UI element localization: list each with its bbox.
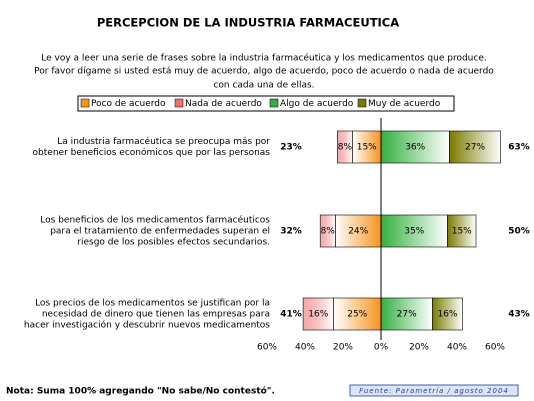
- x-tick-label: 40%: [447, 343, 467, 353]
- legend-label: Algo de acuerdo: [280, 99, 354, 109]
- bar-segment: [352, 130, 382, 164]
- x-tick-label: 60%: [257, 343, 277, 353]
- x-tick-label: 60%: [485, 343, 505, 353]
- value-label: 36%: [405, 143, 425, 153]
- bar-segment: [449, 130, 501, 164]
- total-label: 32%: [280, 227, 302, 237]
- bar-segment: [319, 214, 336, 248]
- value-label: 16%: [437, 310, 457, 320]
- value-label: 16%: [308, 310, 328, 320]
- category-label: riesgo de los posibles efectos secundari…: [77, 238, 270, 248]
- legend-swatch: [357, 98, 367, 108]
- category-label: hacer investigación y descubrir nuevos m…: [24, 320, 270, 331]
- source: Fuente: Parametría / agosto 2004: [359, 387, 509, 395]
- category-label: Los precios de los medicamentos se justi…: [35, 299, 270, 309]
- bar-segment: [380, 130, 450, 164]
- bar-segment: [302, 297, 334, 331]
- legend-label: Muy de acuerdo: [368, 99, 441, 109]
- subtitle: Le voy a leer una serie de frases sobre …: [41, 53, 486, 64]
- subtitle: con cada una de ellas.: [213, 81, 314, 91]
- bar-segment: [380, 214, 448, 248]
- source-box: [349, 384, 519, 397]
- bar-segment: [335, 214, 382, 248]
- x-tick-label: 40%: [295, 343, 315, 353]
- total-label: 23%: [280, 143, 302, 153]
- x-tick-label: 20%: [409, 343, 429, 353]
- total-label: 63%: [508, 143, 530, 153]
- bar-segment: [447, 214, 477, 248]
- category-label: obtener beneficios económicos que por la…: [33, 147, 271, 158]
- category-label: Los beneficios de los medicamentos farma…: [40, 215, 270, 226]
- category-label: La industria farmacéutica se preocupa má…: [57, 136, 270, 147]
- total-label: 41%: [280, 310, 302, 320]
- legend-swatch: [269, 98, 279, 108]
- value-label: 15%: [357, 143, 377, 153]
- x-tick-label: 20%: [333, 343, 353, 353]
- value-label: 25%: [347, 310, 367, 320]
- value-label: 24%: [348, 227, 368, 237]
- total-label: 50%: [508, 227, 530, 237]
- legend-swatch: [80, 98, 90, 108]
- total-label: 43%: [508, 310, 530, 320]
- subtitle: Por favor dígame si usted está muy de ac…: [34, 67, 494, 77]
- legend-label: Poco de acuerdo: [91, 99, 166, 109]
- x-tick-label: 0%: [374, 343, 389, 353]
- value-label: 27%: [465, 143, 485, 153]
- category-label: para el tratamiento de enfermedades supe…: [50, 227, 270, 237]
- category-label: necesidad de dinero que tienen las empre…: [42, 310, 270, 320]
- value-label: 15%: [452, 227, 472, 237]
- value-label: 8%: [338, 143, 353, 153]
- chart-title: PERCEPCION DE LA INDUSTRIA FARMACEUTICA: [97, 16, 399, 30]
- value-label: 8%: [321, 227, 336, 237]
- legend-label: Nada de acuerdo: [185, 99, 262, 109]
- value-label: 35%: [404, 227, 424, 237]
- note: Nota: Suma 100% agregando "No sabe/No co…: [6, 386, 275, 397]
- bar-segment: [333, 297, 382, 331]
- bar-segment: [431, 297, 463, 331]
- bar-segment: [380, 297, 433, 331]
- legend-swatch: [174, 98, 184, 108]
- bar-segment: [336, 130, 353, 164]
- value-label: 27%: [397, 310, 417, 320]
